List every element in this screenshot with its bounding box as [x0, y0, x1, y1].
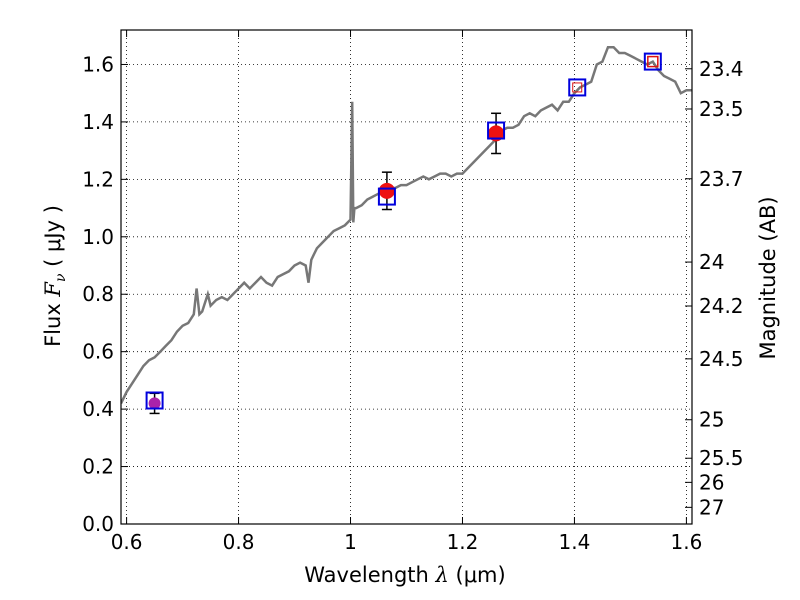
y-axis-label-symbol: F — [41, 281, 65, 298]
model-square — [145, 391, 164, 410]
y2-tick-label: 23.4 — [699, 57, 744, 81]
x-tick-label: 1 — [344, 530, 357, 554]
model-square — [377, 187, 396, 206]
y2-tick-label: 24.5 — [699, 347, 744, 371]
y-axis-label-unit: ( μJy ) — [41, 205, 65, 273]
x-axis-label-unit: (μm) — [449, 563, 506, 587]
highlight-square-2 — [647, 55, 659, 68]
x-axis-label-pre: Wavelength — [304, 563, 435, 587]
y-tick-label: 0.6 — [82, 340, 114, 364]
observed-marker — [148, 397, 161, 410]
observed-point — [488, 112, 505, 155]
y2-tick-label: 27 — [699, 495, 724, 519]
y-axis-label: Flux Fν ( μJy ) — [41, 205, 69, 347]
y-tick-label: 1.2 — [82, 167, 114, 191]
observed-marker — [488, 125, 505, 142]
x-tick-label: 1.4 — [559, 530, 591, 554]
x-axis-label-symbol: λ — [435, 563, 449, 587]
y2-tick-label: 26 — [699, 470, 724, 494]
highlight-square — [572, 82, 583, 93]
x-tick-label: 0.8 — [223, 530, 255, 554]
y-tick-label: 1.0 — [82, 225, 114, 249]
y-tick-label: 0.2 — [82, 455, 114, 479]
y2-tick-label: 25.5 — [699, 446, 744, 470]
x-tick-label: 1.2 — [447, 530, 479, 554]
plot-frame — [120, 29, 693, 525]
y-axis-label-pre: Flux — [41, 297, 65, 347]
grid-lines — [121, 30, 692, 525]
x-axis-label: Wavelength λ (μm) — [304, 563, 505, 587]
y-tick-label: 1.4 — [82, 110, 114, 134]
observed-point — [148, 392, 161, 415]
model-square — [643, 52, 662, 71]
model-square — [487, 121, 506, 140]
spectrum-line — [121, 45, 692, 404]
axis-ticks: 0.6 0.8 1 1.2 1.4 1.6 0.0 0.2 0.4 0.6 0.8 1.0 1.2 1.4… — [82, 30, 744, 554]
y2-tick-label: 23.7 — [699, 167, 744, 191]
observed-point — [378, 171, 395, 211]
y2-tick-label: 24.2 — [699, 294, 744, 318]
y2-tick-label: 25 — [699, 408, 724, 432]
y-axis-label-subscript: ν — [53, 273, 69, 282]
observed-marker — [378, 182, 395, 199]
y2-tick-label: 24 — [699, 250, 724, 274]
y-tick-label: 0.0 — [82, 512, 114, 536]
y-tick-label: 1.6 — [82, 52, 114, 76]
y2-axis-label: Magnitude (AB) — [756, 196, 780, 359]
x-tick-label: 0.6 — [111, 530, 143, 554]
y-tick-label: 0.8 — [82, 282, 114, 306]
plot-data — [121, 45, 692, 415]
y-tick-label: 0.4 — [82, 397, 114, 421]
y2-tick-label: 23.5 — [699, 97, 744, 121]
x-tick-label: 1.6 — [670, 530, 702, 554]
model-square — [568, 78, 587, 97]
